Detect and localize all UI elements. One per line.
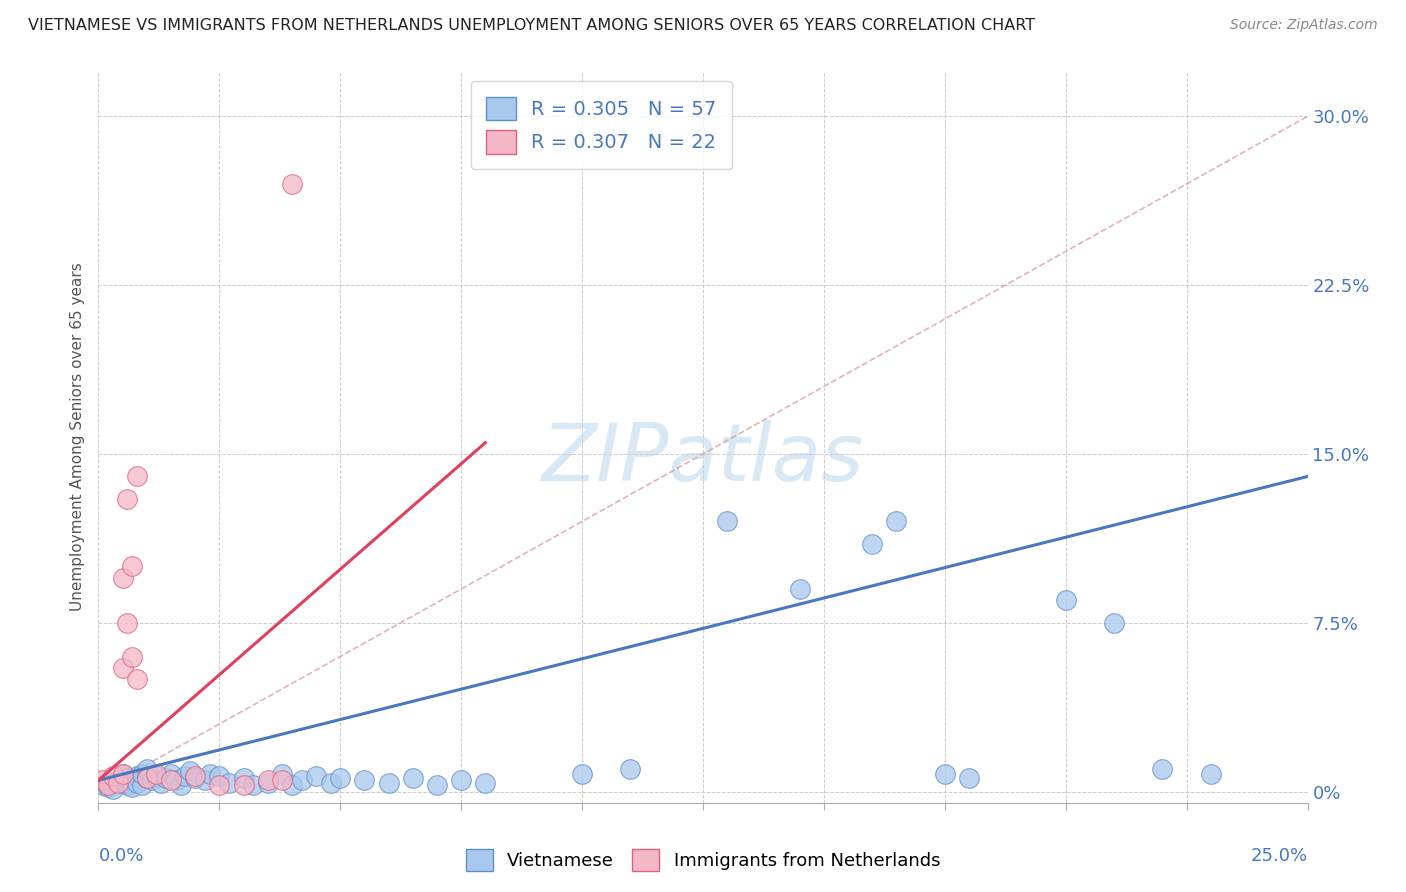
Point <box>135 771 157 785</box>
Point <box>1152 762 1174 776</box>
Point <box>101 782 124 797</box>
Point <box>860 537 883 551</box>
Point <box>242 778 264 792</box>
Point <box>141 773 163 788</box>
Point <box>111 766 134 780</box>
Point <box>290 773 312 788</box>
Point <box>957 771 980 785</box>
Text: 25.0%: 25.0% <box>1250 847 1308 864</box>
Point <box>377 775 399 789</box>
Point <box>131 778 153 792</box>
Point <box>319 775 342 789</box>
Point <box>174 769 197 783</box>
Point <box>117 491 139 506</box>
Point <box>716 515 738 529</box>
Point <box>117 771 139 785</box>
Point <box>426 778 449 792</box>
Point <box>111 661 134 675</box>
Point <box>194 773 217 788</box>
Point <box>135 762 157 776</box>
Point <box>121 559 143 574</box>
Point <box>256 775 278 789</box>
Point <box>353 773 375 788</box>
Point <box>256 773 278 788</box>
Point <box>934 766 956 780</box>
Point <box>281 177 304 191</box>
Point <box>97 778 120 792</box>
Point <box>281 778 304 792</box>
Point <box>198 766 221 780</box>
Point <box>127 775 149 789</box>
Text: Source: ZipAtlas.com: Source: ZipAtlas.com <box>1230 18 1378 32</box>
Point <box>232 778 254 792</box>
Point <box>145 766 167 780</box>
Point <box>208 778 231 792</box>
Legend: R = 0.305   N = 57, R = 0.307   N = 22: R = 0.305 N = 57, R = 0.307 N = 22 <box>471 81 733 169</box>
Point <box>184 769 207 783</box>
Point <box>179 764 201 779</box>
Point <box>271 773 294 788</box>
Point <box>155 771 177 785</box>
Point <box>117 778 139 792</box>
Point <box>208 769 231 783</box>
Point <box>97 780 120 794</box>
Point <box>107 773 129 788</box>
Point <box>121 780 143 794</box>
Y-axis label: Unemployment Among Seniors over 65 years: Unemployment Among Seniors over 65 years <box>70 263 86 611</box>
Point <box>450 773 472 788</box>
Point <box>271 766 294 780</box>
Text: VIETNAMESE VS IMMIGRANTS FROM NETHERLANDS UNEMPLOYMENT AMONG SENIORS OVER 65 YEA: VIETNAMESE VS IMMIGRANTS FROM NETHERLAND… <box>28 18 1035 33</box>
Point <box>232 771 254 785</box>
Point <box>91 778 114 792</box>
Text: 0.0%: 0.0% <box>98 847 143 864</box>
Point <box>135 771 157 785</box>
Point <box>218 775 240 789</box>
Point <box>101 769 124 783</box>
Point <box>571 766 593 780</box>
Point <box>107 775 129 789</box>
Point <box>169 778 191 792</box>
Point <box>1054 593 1077 607</box>
Point <box>111 571 134 585</box>
Point <box>121 773 143 788</box>
Point <box>619 762 641 776</box>
Point <box>886 515 908 529</box>
Point <box>111 775 134 789</box>
Point <box>117 615 139 630</box>
Point <box>150 775 173 789</box>
Point <box>165 773 187 788</box>
Point <box>1199 766 1222 780</box>
Point <box>121 649 143 664</box>
Point <box>789 582 811 596</box>
Point <box>111 766 134 780</box>
Point <box>131 766 153 780</box>
Point <box>160 773 183 788</box>
Point <box>127 672 149 686</box>
Legend: Vietnamese, Immigrants from Netherlands: Vietnamese, Immigrants from Netherlands <box>458 842 948 879</box>
Point <box>402 771 425 785</box>
Point <box>329 771 352 785</box>
Point <box>160 766 183 780</box>
Point <box>127 469 149 483</box>
Text: ZIPatlas: ZIPatlas <box>541 420 865 498</box>
Point <box>474 775 496 789</box>
Point <box>127 769 149 783</box>
Point <box>1102 615 1125 630</box>
Point <box>305 769 328 783</box>
Point <box>145 769 167 783</box>
Point <box>91 773 114 788</box>
Point <box>184 771 207 785</box>
